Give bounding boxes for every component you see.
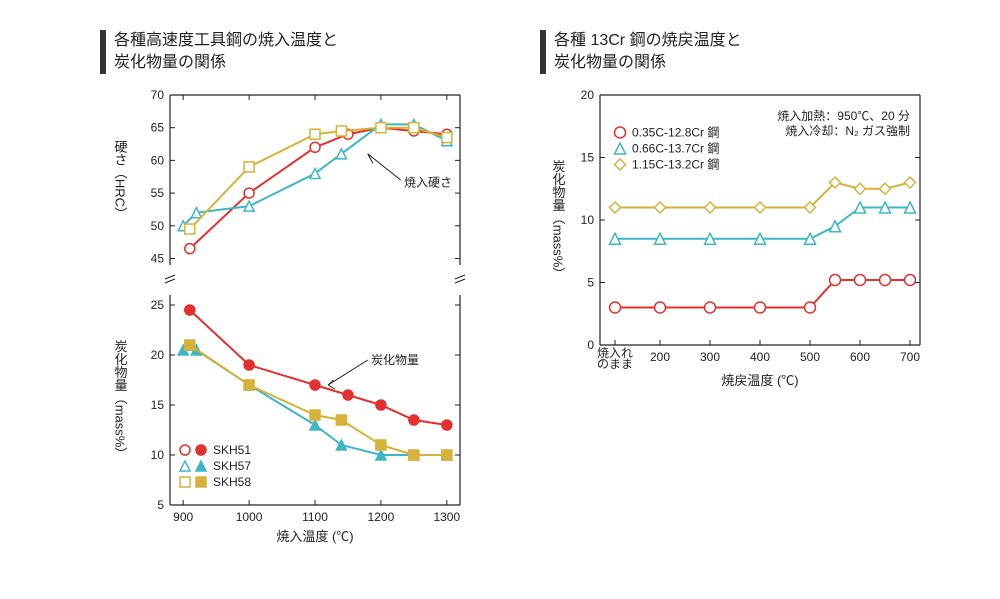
svg-text:1.15C-13.2Cr 鋼: 1.15C-13.2Cr 鋼	[632, 157, 719, 171]
svg-text:炭化物量: 炭化物量	[371, 353, 419, 367]
title-bar	[540, 30, 546, 74]
svg-text:1300: 1300	[433, 510, 460, 524]
svg-text:50: 50	[151, 219, 165, 233]
svg-text:焼入温度 (℃): 焼入温度 (℃)	[276, 529, 353, 544]
left-chart-container: 各種高速度工具鋼の焼入温度と 炭化物量の関係 45 50 55 60 65 70 5 10 15…	[100, 30, 480, 570]
svg-text:のまま: のまま	[597, 357, 633, 371]
right-title-line1: 各種 13Cr 鋼の焼戻温度と	[554, 32, 742, 49]
title-bar	[100, 30, 106, 74]
svg-text:焼入冷却：N₂ ガス強制: 焼入冷却：N₂ ガス強制	[785, 124, 910, 138]
svg-text:55: 55	[151, 186, 165, 200]
right-title-block: 各種 13Cr 鋼の焼戻温度と 炭化物量の関係	[540, 30, 940, 75]
svg-text:25: 25	[151, 298, 165, 312]
svg-text:SKH58: SKH58	[213, 475, 251, 489]
svg-text:15: 15	[151, 398, 165, 412]
svg-text:5: 5	[587, 275, 594, 289]
svg-text:0.66C-13.7Cr 鋼: 0.66C-13.7Cr 鋼	[632, 141, 719, 155]
svg-text:20: 20	[151, 348, 165, 362]
svg-text:300: 300	[700, 350, 720, 364]
svg-text:900: 900	[173, 510, 193, 524]
svg-text:10: 10	[581, 213, 595, 227]
left-title: 各種高速度工具鋼の焼入温度と 炭化物量の関係	[114, 30, 338, 75]
svg-text:0: 0	[587, 338, 594, 352]
left-title-line2: 炭化物量の関係	[114, 54, 226, 71]
svg-text:炭化物量（mass%）: 炭化物量（mass%）	[113, 339, 128, 460]
svg-text:5: 5	[157, 498, 164, 512]
svg-text:500: 500	[800, 350, 820, 364]
svg-text:65: 65	[151, 120, 165, 134]
right-title: 各種 13Cr 鋼の焼戻温度と 炭化物量の関係	[554, 30, 742, 75]
svg-text:SKH51: SKH51	[213, 443, 251, 457]
svg-text:焼入加熱：950℃、20 分: 焼入加熱：950℃、20 分	[777, 109, 910, 123]
svg-text:60: 60	[151, 153, 165, 167]
svg-text:硬さ（HRC）: 硬さ（HRC）	[113, 140, 128, 220]
svg-text:45: 45	[151, 251, 165, 265]
svg-text:炭化物量（mass%）: 炭化物量（mass%）	[551, 159, 566, 280]
svg-text:焼戻温度 (℃): 焼戻温度 (℃)	[721, 373, 798, 388]
svg-text:200: 200	[650, 350, 670, 364]
svg-text:400: 400	[750, 350, 770, 364]
left-title-line1: 各種高速度工具鋼の焼入温度と	[114, 32, 338, 49]
left-chart-svg: 45 50 55 60 65 70 5 10 15 20 25 900 1000 1100 1200 1300…	[100, 85, 480, 565]
left-title-block: 各種高速度工具鋼の焼入温度と 炭化物量の関係	[100, 30, 480, 75]
svg-text:15: 15	[581, 150, 595, 164]
svg-text:600: 600	[850, 350, 870, 364]
svg-text:焼入硬さ: 焼入硬さ	[404, 175, 452, 189]
svg-text:1200: 1200	[368, 510, 395, 524]
right-chart-container: 各種 13Cr 鋼の焼戻温度と 炭化物量の関係 0 5 10 15 20 200 300 40…	[540, 30, 940, 420]
svg-text:700: 700	[900, 350, 920, 364]
svg-text:1100: 1100	[302, 510, 328, 524]
svg-text:SKH57: SKH57	[213, 459, 251, 473]
svg-text:70: 70	[151, 88, 165, 102]
svg-text:0.35C-12.8Cr 鋼: 0.35C-12.8Cr 鋼	[632, 125, 719, 139]
svg-text:1000: 1000	[236, 510, 263, 524]
svg-text:10: 10	[151, 448, 165, 462]
right-title-line2: 炭化物量の関係	[554, 54, 666, 71]
svg-text:20: 20	[581, 88, 595, 102]
right-chart-svg: 05101520200300400500600700焼入れのまま焼戻温度 (℃)…	[540, 85, 940, 415]
